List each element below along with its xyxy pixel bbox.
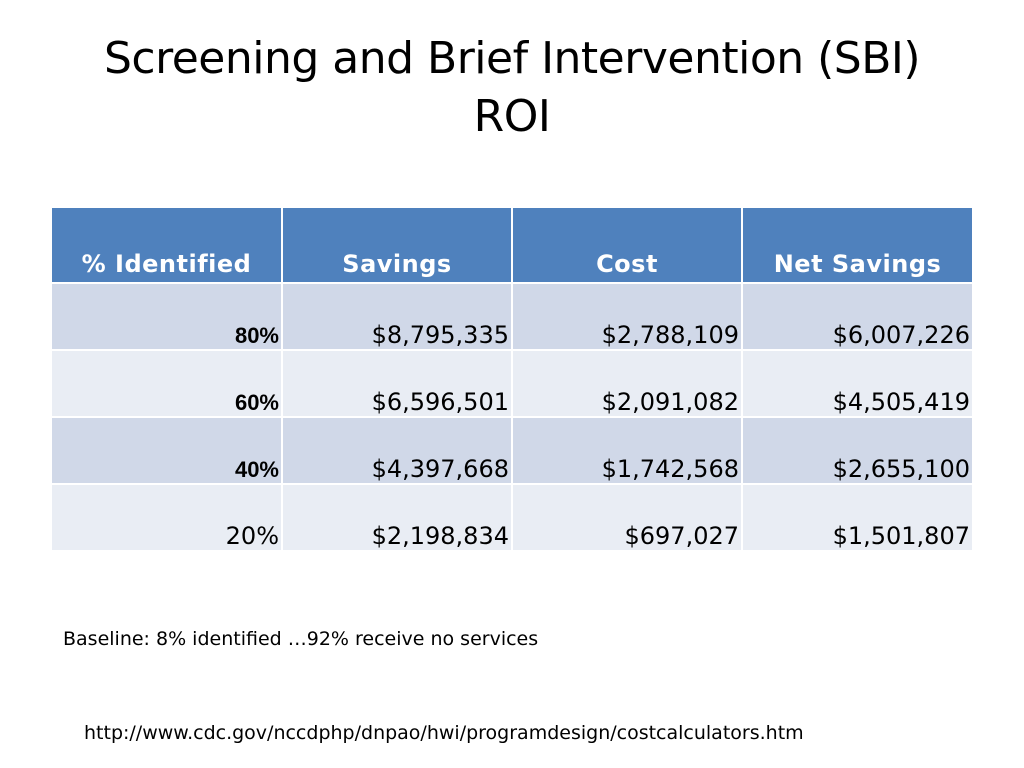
- table-row: 80% $8,795,335 $2,788,109 $6,007,226: [52, 283, 972, 351]
- cell-savings: $2,198,834: [282, 484, 513, 552]
- cell-percent-identified: 80%: [52, 283, 283, 351]
- cell-net-savings: $1,501,807: [742, 484, 972, 552]
- cell-savings: $4,397,668: [282, 417, 513, 485]
- header-net-savings: Net Savings: [742, 208, 972, 284]
- roi-table: % Identified Savings Cost Net Savings 80…: [52, 208, 972, 552]
- table-row: 40% $4,397,668 $1,742,568 $2,655,100: [52, 417, 972, 485]
- source-url[interactable]: http://www.cdc.gov/nccdphp/dnpao/hwi/pro…: [84, 722, 804, 744]
- cell-percent-identified: 20%: [52, 484, 283, 552]
- table-header: % Identified Savings Cost Net Savings: [52, 208, 972, 284]
- cell-net-savings: $6,007,226: [742, 283, 972, 351]
- cell-cost: $697,027: [512, 484, 743, 552]
- slide-title-line-2: ROI: [473, 91, 551, 142]
- cell-percent-identified: 60%: [52, 350, 283, 418]
- table-row: 60% $6,596,501 $2,091,082 $4,505,419: [52, 350, 972, 418]
- baseline-note: Baseline: 8% identified …92% receive no …: [63, 628, 539, 650]
- header-cost: Cost: [512, 208, 743, 284]
- header-savings: Savings: [282, 208, 513, 284]
- cell-cost: $1,742,568: [512, 417, 743, 485]
- cell-savings: $8,795,335: [282, 283, 513, 351]
- slide-title: Screening and Brief Intervention (SBI) R…: [40, 30, 984, 146]
- cell-net-savings: $2,655,100: [742, 417, 972, 485]
- cell-savings: $6,596,501: [282, 350, 513, 418]
- slide-title-line-1: Screening and Brief Intervention (SBI): [103, 33, 921, 84]
- cell-cost: $2,788,109: [512, 283, 743, 351]
- header-percent-identified: % Identified: [52, 208, 283, 284]
- cell-net-savings: $4,505,419: [742, 350, 972, 418]
- cell-cost: $2,091,082: [512, 350, 743, 418]
- table-header-row: % Identified Savings Cost Net Savings: [52, 208, 972, 284]
- table-body: 80% $8,795,335 $2,788,109 $6,007,226 60%…: [52, 283, 972, 552]
- table-row: 20% $2,198,834 $697,027 $1,501,807: [52, 484, 972, 552]
- cell-percent-identified: 40%: [52, 417, 283, 485]
